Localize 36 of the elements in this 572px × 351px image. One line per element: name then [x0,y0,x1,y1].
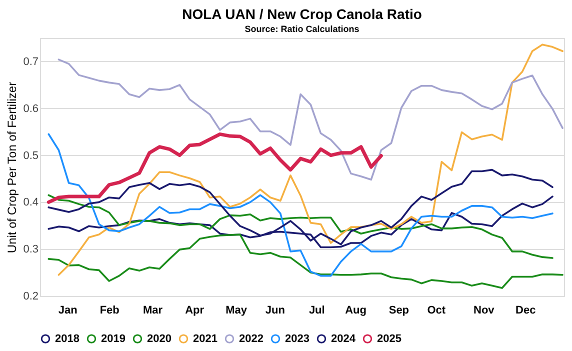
legend-label: 2020 [147,332,172,345]
legend-label: 2018 [55,332,80,345]
x-tick-label: Dec [516,304,536,316]
x-tick-label: Jun [265,304,286,316]
legend-label: 2022 [239,332,264,345]
x-tick-label: Aug [345,304,366,316]
x-tick-label: Jan [58,304,78,316]
y-tick-label: 0.5 [23,150,38,162]
x-tick-label: Jul [308,304,325,316]
x-tick-label: Mar [143,304,164,316]
line-series [48,234,564,289]
y-axis-title: Unit of Crop Per Ton of Fertilizer [5,82,20,254]
line-series [46,132,383,204]
legend-label: 2021 [193,332,218,345]
y-tick-label: 0.3 [23,244,38,256]
chart-title: NOLA UAN / New Crop Canola Ratio [182,6,422,22]
x-tick-label: May [226,304,248,316]
legend-label: 2019 [101,332,126,345]
y-tick-label: 0.4 [23,196,38,209]
y-tick-label: 0.7 [23,56,38,68]
line-series [58,58,564,181]
x-tick-label: Sep [388,304,410,316]
chart-subtitle: Source: Ratio Calculations [244,24,360,34]
y-tick-label: 0.6 [23,102,38,115]
line-series [58,44,564,276]
legend-label: 2024 [331,332,356,345]
x-tick-label: Oct [427,304,446,316]
x-tick-label: Nov [473,304,496,316]
line-series [48,133,554,277]
x-tick-label: Apr [185,304,205,316]
line-series [48,168,554,246]
line-series [48,194,554,259]
y-tick-label: 0.2 [23,290,38,302]
x-tick-label: Feb [100,304,120,316]
legend-label: 2023 [285,332,310,345]
legend-label: 2025 [377,332,402,345]
